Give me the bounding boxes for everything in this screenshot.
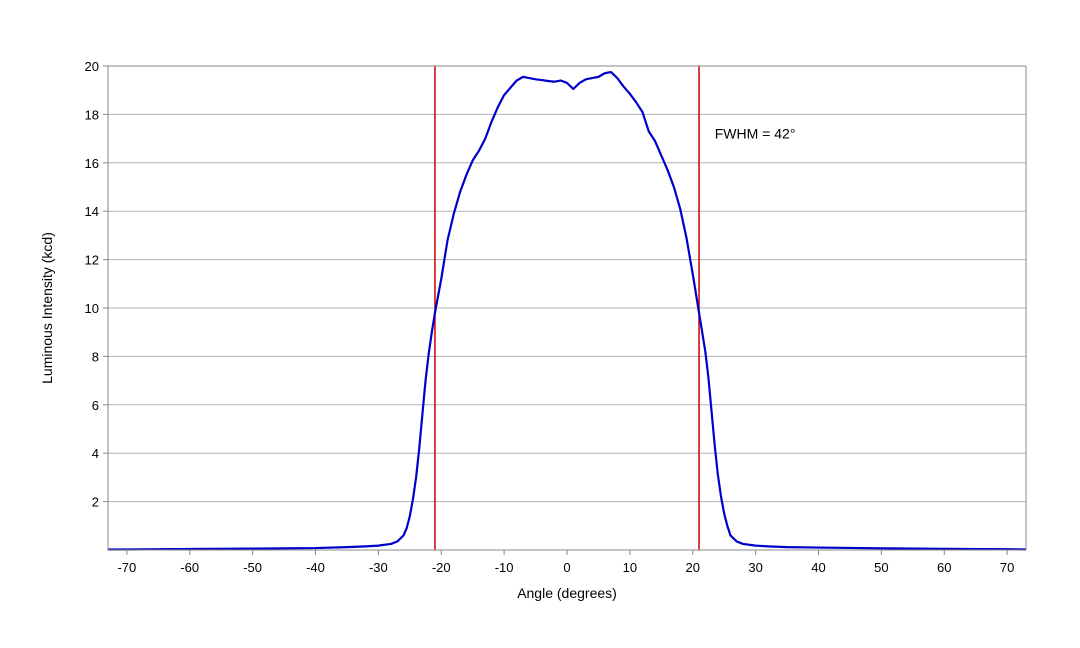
y-tick-label-2: 6 [92,398,99,413]
y-axis-title: Luminous Intensity (kcd) [39,232,55,384]
y-tick-label-9: 20 [85,59,99,74]
y-tick-label-5: 12 [85,253,99,268]
x-tick-label-11: 40 [811,560,825,575]
x-tick-label-3: -40 [306,560,325,575]
x-tick-label-1: -60 [180,560,199,575]
x-tick-label-9: 20 [686,560,700,575]
annotations: FWHM = 42° [715,126,796,142]
x-tick-label-8: 10 [623,560,637,575]
x-tick-label-0: -70 [117,560,136,575]
annotation-0: FWHM = 42° [715,126,796,142]
x-axis: -70 -60 -50 -40 -30 -20 -10 0 10 20 30 40 50 60 70 [117,550,1014,575]
x-tick-label-14: 70 [1000,560,1014,575]
x-tick-label-10: 30 [748,560,762,575]
x-tick-label-12: 50 [874,560,888,575]
y-tick-label-6: 14 [85,204,99,219]
y-tick-label-0: 2 [92,495,99,510]
y-tick-label-7: 16 [85,156,99,171]
x-tick-label-7: 0 [563,560,570,575]
series-layer [108,70,1027,551]
x-tick-label-13: 60 [937,560,951,575]
grid [108,65,1026,503]
x-tick-label-2: -50 [243,560,262,575]
y-tick-label-8: 18 [85,107,99,122]
y-tick-label-1: 4 [92,446,99,461]
x-tick-label-5: -20 [432,560,451,575]
series-line-0 [108,70,1027,551]
x-tick-label-6: -10 [495,560,514,575]
x-tick-label-4: -30 [369,560,388,575]
x-axis-title: Angle (degrees) [517,585,617,601]
y-tick-label-3: 8 [92,349,99,364]
y-tick-label-4: 10 [85,301,99,316]
y-axis: 2 4 6 8 10 12 14 16 18 20 [85,59,108,510]
